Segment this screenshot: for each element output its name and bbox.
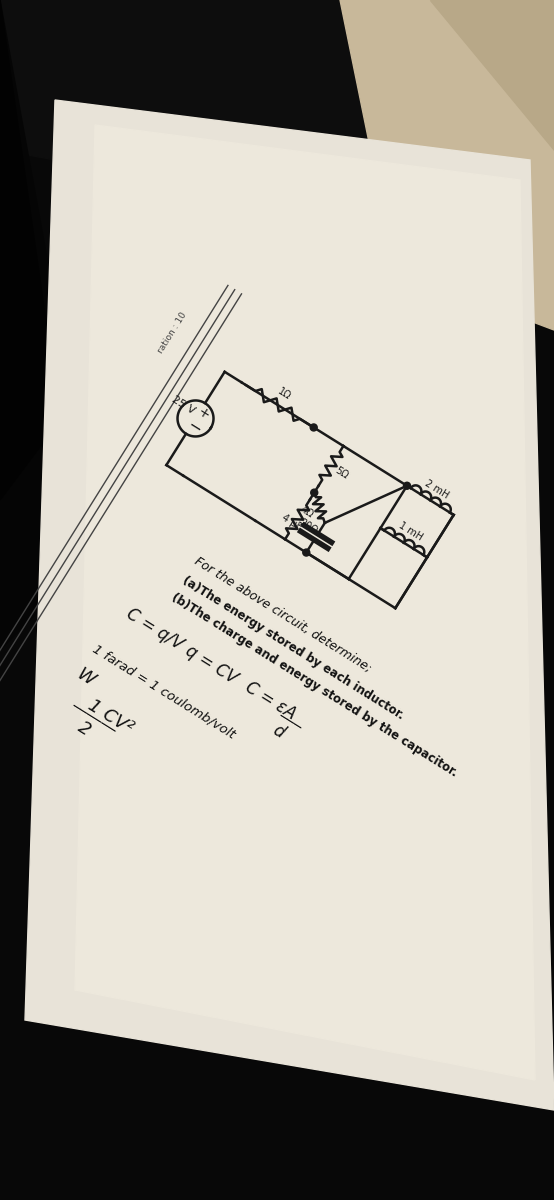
Text: 1Ω: 1Ω — [276, 386, 293, 402]
Text: W: W — [73, 665, 98, 690]
Text: 1 farad = 1 coulomb/volt: 1 farad = 1 coulomb/volt — [90, 642, 238, 740]
Text: 2: 2 — [65, 712, 94, 739]
Text: q = CV: q = CV — [182, 641, 241, 688]
Text: (b)The charge and energy stored by the capacitor.: (b)The charge and energy stored by the c… — [170, 590, 460, 780]
Text: 5Ω: 5Ω — [334, 464, 350, 481]
Circle shape — [403, 482, 411, 490]
Text: 1 mH: 1 mH — [397, 521, 424, 542]
Text: −: − — [184, 416, 206, 439]
Text: 20Ω: 20Ω — [297, 517, 320, 535]
Circle shape — [310, 424, 317, 431]
Circle shape — [303, 550, 310, 556]
Circle shape — [311, 490, 318, 496]
Text: 4 μF: 4 μF — [280, 512, 304, 533]
Text: 4Ω: 4Ω — [299, 504, 316, 520]
Text: C = q/V: C = q/V — [123, 605, 186, 653]
Text: ration : 10: ration : 10 — [156, 311, 188, 355]
Polygon shape — [25, 100, 554, 1110]
Text: ──────: ────── — [69, 698, 119, 737]
Text: 25 V: 25 V — [170, 394, 196, 415]
Text: +: + — [194, 404, 212, 422]
Text: For the above circuit, determine;: For the above circuit, determine; — [192, 554, 374, 674]
Polygon shape — [430, 0, 554, 150]
Text: 1 CV²: 1 CV² — [75, 690, 136, 738]
Polygon shape — [75, 125, 535, 1080]
Text: d: d — [269, 721, 288, 743]
Text: ───: ─── — [275, 709, 304, 734]
Polygon shape — [0, 0, 100, 650]
Text: 2 mH: 2 mH — [423, 478, 451, 500]
Text: (a)The energy stored by each inductor.: (a)The energy stored by each inductor. — [180, 574, 406, 722]
Polygon shape — [0, 0, 60, 500]
Polygon shape — [340, 0, 554, 330]
Text: C = εA: C = εA — [242, 678, 299, 724]
